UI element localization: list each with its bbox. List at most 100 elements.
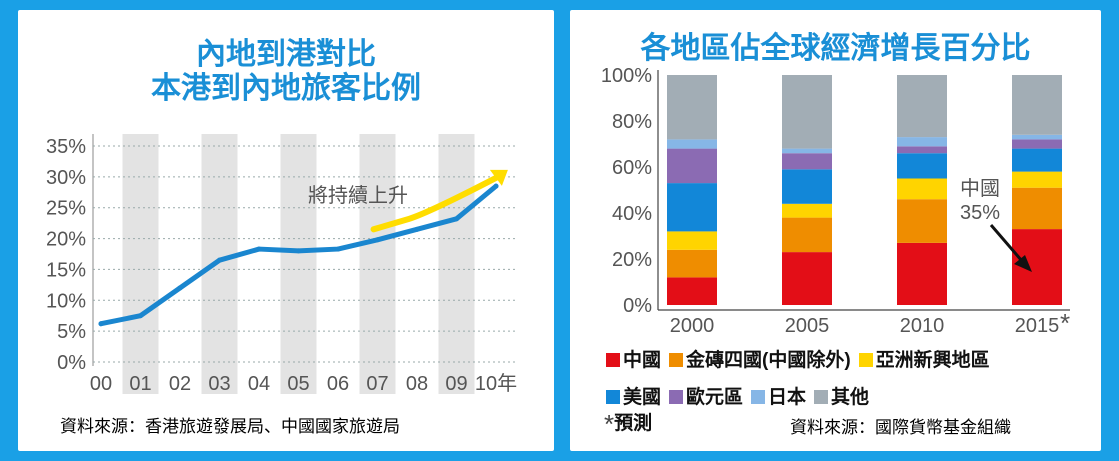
trend-arrow-shaft (370, 174, 499, 233)
left-title-line2: 本港到內地旅客比例 (151, 72, 421, 105)
y-tick-label: 20% (46, 229, 86, 251)
y-tick-label: 80% (612, 111, 652, 133)
legend-label: 日本 (768, 387, 807, 408)
legend-label: 中國 (623, 350, 662, 371)
legend-label: 美國 (623, 387, 662, 408)
data-point (414, 226, 420, 232)
bar-segment (1012, 187, 1062, 230)
forecast-asterisk-mark: * (1060, 308, 1070, 338)
bar-segment (667, 231, 717, 250)
legend-item: 亞洲新興地區 (858, 350, 990, 371)
x-tick-label: 10年 (475, 372, 517, 395)
x-tick-label: 2015 (1015, 315, 1060, 337)
bar-segment (782, 75, 832, 149)
data-point (138, 313, 143, 319)
bar-segment (1012, 139, 1062, 149)
legend-swatch (858, 353, 873, 367)
legend-label: 金磚四國(中國除外) (686, 350, 851, 371)
bar-segment (897, 199, 947, 243)
bar-segment (897, 146, 947, 154)
left-source: 資料來源：香港旅遊發展局、中國國家旅遊局 (60, 417, 400, 437)
legend-row-1: 中國 金磚四國(中國除外) 亞洲新興地區 (606, 345, 998, 372)
data-point (454, 216, 459, 222)
legend-swatch (669, 353, 684, 367)
forecast-asterisk: * (604, 409, 615, 439)
bar-segment (897, 178, 947, 200)
legend-swatch (669, 390, 684, 404)
grid-band (280, 134, 317, 394)
legend-item: 日本 (751, 387, 806, 408)
bar-segment (1012, 229, 1062, 305)
bar-segment (782, 148, 832, 154)
legend-label: 亞洲新興地區 (875, 350, 990, 371)
y-tick-label: 0% (623, 295, 652, 317)
x-tick-label: 2000 (670, 315, 715, 337)
data-point (296, 248, 301, 254)
y-tick-label: 25% (46, 198, 86, 220)
grid-band (438, 134, 475, 394)
data-point (375, 237, 380, 243)
legend-swatch (606, 390, 620, 404)
x-tick-label: 06 (327, 373, 349, 395)
data-point (335, 246, 341, 252)
x-tick-label: 02 (169, 373, 191, 395)
x-tick-label: 04 (248, 373, 270, 395)
legend-item: 歐元區 (669, 387, 743, 408)
trend-arrow-head (489, 169, 508, 186)
x-tick-label: 09 (445, 373, 467, 395)
callout-arrow-head (1014, 255, 1032, 272)
bar-segment (667, 183, 717, 232)
forecast-footnote-text: 預測 (614, 413, 653, 434)
trend-label: 將持續上升 (308, 184, 408, 207)
bar-segment (667, 277, 717, 305)
x-tick-label: 01 (129, 373, 151, 395)
data-point (177, 285, 183, 291)
bar-segment (897, 137, 947, 147)
legend-swatch (606, 353, 620, 367)
legend-swatch (751, 390, 766, 404)
bar-segment (897, 75, 947, 138)
callout-arrow-shaft (989, 224, 1024, 262)
bar-segment (1012, 171, 1062, 188)
bar-segment (782, 203, 832, 218)
china-callout-label: 中國 (960, 177, 1000, 200)
bar-segment (667, 148, 717, 184)
bar-segment (1012, 134, 1062, 140)
x-tick-label: 08 (406, 373, 428, 395)
bar-segment (1012, 148, 1062, 172)
legend-swatch (814, 390, 829, 404)
x-tick-label: 07 (366, 373, 388, 395)
y-tick-label: 30% (46, 167, 86, 189)
bar-segment (782, 153, 832, 170)
bar-segment (897, 153, 947, 179)
grid-band (201, 134, 238, 394)
bar-segment (782, 252, 832, 305)
data-point (98, 321, 104, 327)
x-tick-label: 2010 (900, 315, 945, 337)
bar-segment (782, 169, 832, 204)
left-title-line1: 內地到港對比 (196, 38, 376, 71)
legend-item: 美國 (606, 387, 661, 408)
data-point (493, 183, 499, 189)
tourist-ratio-panel: 內地到港對比 本港到內地旅客比例 0% 5% 10% 15% 20% 25% 30% 35% 0… (18, 10, 554, 451)
y-tick-label: 20% (612, 249, 652, 271)
bar-segment (667, 249, 717, 278)
grid-band (359, 134, 396, 394)
data-point (217, 257, 222, 263)
legend-item: 其他 (814, 387, 869, 408)
right-title: 各地區佔全球經濟增長百分比 (640, 32, 1031, 65)
bar-segment (782, 217, 832, 253)
x-tick-label: 03 (208, 373, 230, 395)
forecast-footnote: *預測 (604, 408, 652, 440)
bar-segment (897, 242, 947, 305)
legend-label: 歐元區 (686, 387, 744, 408)
x-tick-label: 00 (90, 373, 112, 395)
y-tick-label: 60% (612, 157, 652, 179)
bar-segment (667, 139, 717, 149)
y-tick-label: 15% (46, 259, 86, 281)
y-tick-label: 0% (57, 352, 86, 374)
y-tick-label: 40% (612, 203, 652, 225)
legend-item: 金磚四國(中國除外) (669, 350, 851, 371)
bar-segment (667, 75, 717, 140)
